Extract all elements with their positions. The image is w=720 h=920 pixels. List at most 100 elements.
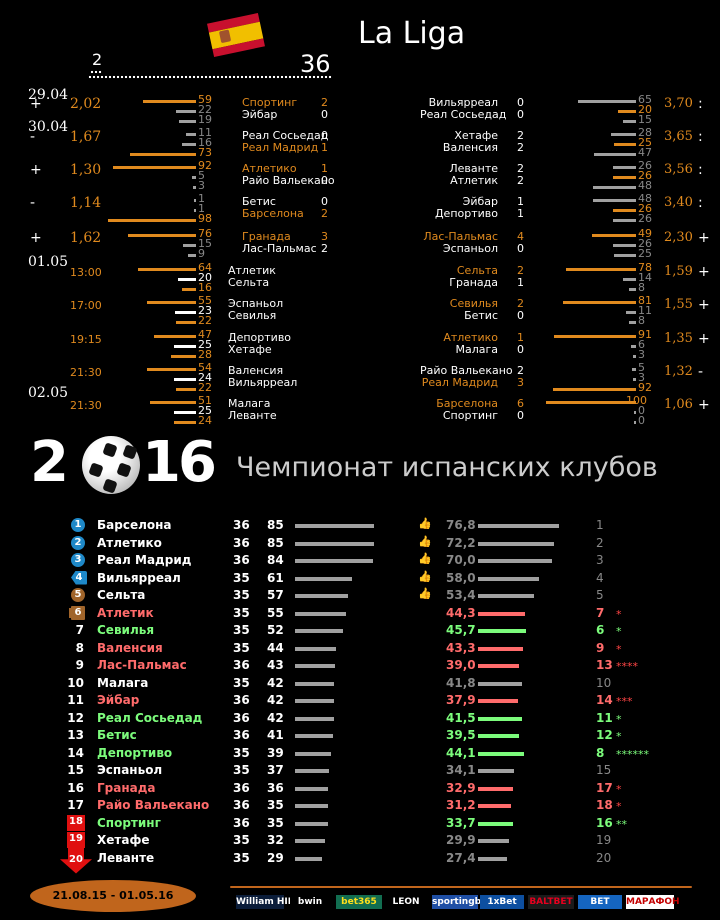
- away-team: Реал Мадрид: [242, 141, 319, 154]
- rating-index: 44,3: [446, 605, 476, 620]
- points-bar: [295, 839, 325, 843]
- rank-badge: 20: [60, 847, 92, 874]
- sponsor-logo[interactable]: BET: [578, 895, 622, 909]
- thumbs-up-icon: 👍: [418, 552, 432, 565]
- away-team: Атлетик: [450, 174, 498, 187]
- match-time: 19:15: [70, 333, 102, 346]
- sponsor-logo[interactable]: МАРАФОН: [626, 895, 680, 909]
- rating-position: 20: [596, 850, 612, 865]
- games-played: 35: [233, 623, 250, 637]
- right-odd: 1,35: [664, 331, 693, 346]
- probability-value: 5: [198, 169, 205, 182]
- home-score: 3: [321, 230, 328, 243]
- probability-bar: [591, 234, 636, 237]
- sponsor-logo[interactable]: bet365: [336, 895, 382, 909]
- left-sign: -: [30, 129, 36, 145]
- probability-value: 16: [198, 136, 212, 149]
- rating-position: 6: [596, 623, 605, 637]
- probability-bar: [127, 234, 196, 237]
- sponsor-logo[interactable]: bwin: [290, 895, 330, 909]
- right-odd: 2,30: [664, 230, 693, 245]
- team-name: Бетис: [97, 728, 137, 742]
- rank-number: 7: [75, 623, 84, 637]
- rank-number: 16: [67, 780, 84, 795]
- rank-badge: 2: [71, 535, 85, 550]
- rating-index: 53,4: [446, 588, 476, 602]
- points-bar: [295, 769, 330, 773]
- home-team: Малага: [228, 397, 271, 410]
- rank-badge: 4: [71, 570, 87, 585]
- points-bar: [295, 646, 336, 651]
- sponsor-logo[interactable]: sportingbet: [432, 895, 492, 909]
- rank-number: 17: [67, 798, 84, 812]
- probability-value: 11: [638, 304, 652, 317]
- away-score: 2: [321, 207, 328, 220]
- sponsor-logo[interactable]: BALTBET: [528, 895, 574, 909]
- dotted-scale: [88, 75, 332, 79]
- right-sign: +: [698, 397, 710, 413]
- probability-bar: [612, 176, 636, 179]
- home-score: 2: [321, 96, 328, 109]
- probability-value: 5: [638, 361, 645, 374]
- points: 57: [267, 588, 284, 602]
- away-team: Райо Вальекано: [242, 174, 335, 187]
- rating-bar: [478, 559, 552, 563]
- probability-value: 25: [198, 338, 212, 351]
- probability-value: 59: [198, 93, 212, 106]
- probability-value: 26: [638, 159, 652, 172]
- rank-badge: 18: [67, 814, 85, 831]
- rating-position: 14: [596, 693, 613, 707]
- home-team: Вильярреал: [428, 96, 498, 109]
- rank-badge: 3: [71, 553, 85, 567]
- spain-flag-icon: [207, 12, 265, 58]
- change-stars: ***: [616, 695, 633, 708]
- change-stars: ****: [616, 660, 638, 673]
- points: 32: [267, 833, 284, 847]
- probability-value: 14: [638, 271, 652, 284]
- rank-badge: 6: [71, 605, 85, 620]
- sponsor-logo[interactable]: LEON: [384, 895, 428, 909]
- rank-number: 12: [67, 710, 84, 725]
- change-stars: *: [616, 782, 622, 796]
- probability-value: 26: [638, 202, 652, 215]
- probability-value: 8: [638, 281, 645, 294]
- right-odd: 3,56: [664, 162, 693, 177]
- games-played: 36: [233, 815, 250, 830]
- right-odd: 1,06: [664, 397, 693, 412]
- sponsor-logo[interactable]: 1xBet: [480, 895, 524, 909]
- rating-bar: [478, 786, 513, 791]
- probability-value: 51: [198, 394, 212, 407]
- rating-position: 13: [596, 658, 613, 672]
- probability-bar: [174, 378, 196, 381]
- rating-index: 58,0: [446, 570, 476, 585]
- left-odd: 1,67: [70, 129, 102, 145]
- home-team: Сельта: [456, 264, 498, 277]
- rating-position: 5: [596, 588, 604, 602]
- right-sign: :: [698, 162, 703, 178]
- away-team: Валенсия: [442, 141, 498, 154]
- rating-bar: [478, 821, 514, 826]
- left-sign: +: [30, 96, 42, 112]
- probability-value: 25: [638, 136, 652, 149]
- probability-value: 92: [198, 159, 212, 172]
- team-name: Гранада: [97, 780, 156, 795]
- points-bar: [295, 804, 328, 808]
- home-team: Барселона: [436, 397, 498, 410]
- rating-index: 31,2: [446, 798, 476, 812]
- sponsor-logo[interactable]: William HILL: [236, 895, 300, 909]
- away-score: 0: [517, 309, 524, 322]
- away-score: 1: [517, 207, 524, 220]
- probability-value: 26: [638, 237, 652, 250]
- probability-bar: [563, 301, 636, 304]
- points-bar: [295, 611, 347, 616]
- games-played: 35: [233, 763, 250, 777]
- games-played: 36: [233, 535, 250, 550]
- ball-patch: [122, 444, 138, 460]
- rating-index: 37,9: [446, 693, 476, 707]
- probability-value: 47: [198, 328, 212, 341]
- probability-value: 3: [198, 179, 205, 192]
- probability-value: 11: [198, 126, 212, 139]
- probability-value: 15: [638, 113, 652, 126]
- probability-bar: [173, 411, 196, 414]
